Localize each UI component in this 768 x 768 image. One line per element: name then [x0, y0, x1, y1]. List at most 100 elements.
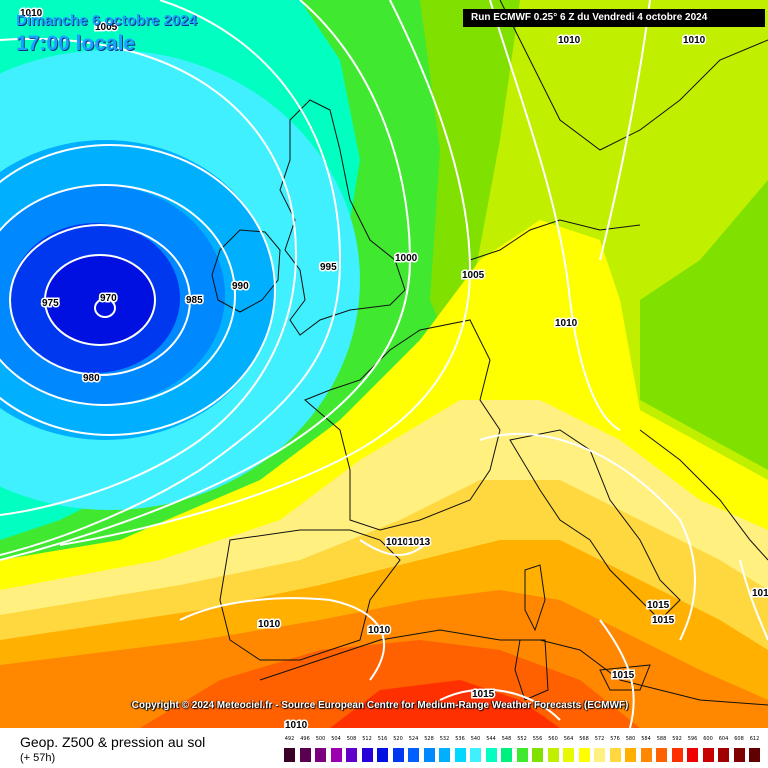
- scale-tick-label: 584: [641, 736, 651, 742]
- coastlines: [211, 0, 768, 706]
- isobar-label: 1015: [612, 670, 635, 681]
- scale-swatch: [470, 748, 481, 762]
- scale-tick-label: 492: [284, 736, 295, 742]
- color-scale: 492 496 500 504 508 512 516 520 524 528 532 536 540 5…: [284, 736, 766, 764]
- isobar-label: 995: [320, 262, 337, 273]
- scale-swatch: [609, 748, 621, 762]
- isobar-label: 1010: [285, 720, 308, 728]
- coast-iberia: [219, 529, 401, 661]
- scale-tick-label: 564: [563, 736, 574, 742]
- legend-forecast-hour: (+ 57h): [20, 752, 56, 764]
- scale-swatch: [578, 748, 590, 762]
- scale-swatch: [485, 748, 497, 762]
- scale-swatch: [687, 748, 698, 762]
- scale-tick-label: 576: [610, 736, 620, 742]
- scale-swatch: [671, 748, 683, 762]
- coast-sardinia: [514, 639, 549, 701]
- scale-tick-label: 612: [749, 736, 760, 742]
- scale-tick-label: 548: [501, 736, 512, 742]
- isobar-990: [0, 38, 297, 516]
- coast-scandinavia: [499, 0, 768, 151]
- isobar-label: 1010: [683, 35, 706, 46]
- scale-tick-label: 516: [377, 736, 388, 742]
- scale-swatch: [749, 748, 760, 762]
- isobar-label: 1015: [472, 689, 495, 700]
- scale-tick-label: 552: [517, 736, 527, 742]
- isobar-980: [0, 184, 236, 406]
- isobar-1000: [0, 0, 412, 561]
- scale-swatch: [408, 748, 419, 762]
- scale-swatch: [547, 748, 559, 762]
- scale-tick-label: 600: [703, 736, 713, 742]
- forecast-date: Dimanche 6 octobre 2024: [16, 12, 197, 29]
- scale-swatch: [516, 748, 528, 762]
- isobar-label: 985: [186, 295, 203, 306]
- legend-title: Geop. Z500 & pression au sol: [20, 734, 206, 750]
- isobar-label: 980: [83, 373, 100, 384]
- scale-tick-label: 596: [687, 736, 698, 742]
- scale-tick-label: 528: [424, 736, 434, 742]
- scale-swatch: [625, 748, 636, 762]
- scale-swatch: [656, 748, 667, 762]
- scale-swatch: [439, 748, 450, 762]
- scale-swatch: [640, 748, 652, 762]
- scale-tick-label: 512: [362, 736, 372, 742]
- scale-swatch: [532, 748, 543, 762]
- scale-tick-label: 592: [672, 736, 682, 742]
- isobars: [0, 0, 768, 728]
- scale-swatch: [454, 748, 466, 762]
- isobar-1010-east: [599, 0, 651, 261]
- isobar-1010-south: [179, 597, 386, 681]
- isobar-1015-east: [739, 559, 768, 641]
- scale-tick-label: 500: [315, 736, 326, 742]
- coast-sicily: [599, 664, 651, 691]
- scale-swatch: [377, 748, 388, 762]
- scale-swatch: [392, 748, 404, 762]
- isobar-label: 1015: [647, 600, 670, 611]
- geopotential-map: 1010 1005 1010 1010 1000 1005 995 990 98…: [0, 0, 768, 728]
- scale-tick-label: 540: [470, 736, 481, 742]
- band-red: [330, 680, 560, 728]
- isobar-label: 1015: [652, 615, 675, 626]
- scale-tick-label: 496: [300, 736, 310, 742]
- scale-tick-label: 556: [532, 736, 543, 742]
- isobar-1010-west: [489, 0, 621, 431]
- scale-tick-label: 536: [455, 736, 465, 742]
- isobar-label: 1013: [408, 537, 431, 548]
- coast-balkans: [639, 429, 768, 561]
- scale-swatch: [346, 748, 357, 762]
- coast-italy: [509, 429, 681, 621]
- scale-swatch: [284, 748, 295, 762]
- isobar-label: 1000: [395, 253, 418, 264]
- scale-tick-label: 560: [548, 736, 558, 742]
- isobar-label: 1005: [462, 270, 485, 281]
- scale-swatch: [718, 748, 729, 762]
- scale-swatch: [733, 748, 745, 762]
- isobar-1015-italy: [479, 432, 696, 641]
- scale-tick-label: 520: [393, 736, 403, 742]
- isobar-label: 990: [232, 281, 249, 292]
- scale-swatch: [501, 748, 512, 762]
- scale-tick-label: 604: [718, 736, 729, 742]
- scale-tick-label: 588: [656, 736, 667, 742]
- isobar-995: [0, 0, 342, 556]
- isobar-label: 1010: [555, 318, 578, 329]
- isobar-1005: [59, 0, 472, 546]
- coast-corsica: [524, 564, 546, 632]
- isobar-label: 1010: [386, 537, 409, 548]
- isobar-label: 970: [100, 293, 117, 304]
- scale-tick-label: 572: [594, 736, 605, 742]
- coast-ireland: [211, 229, 281, 313]
- scale-swatch: [423, 748, 435, 762]
- isobar-965: [94, 298, 116, 318]
- isobar-label: 1015: [752, 588, 768, 599]
- scale-swatch: [361, 748, 373, 762]
- isobar-985: [0, 144, 276, 436]
- scale-tick-label: 580: [625, 736, 636, 742]
- isobar-1015-africa: [439, 688, 561, 721]
- scale-tick-label: 568: [579, 736, 589, 742]
- isobar-970: [44, 254, 156, 346]
- scale-swatch: [563, 748, 574, 762]
- scale-tick-label: 608: [734, 736, 744, 742]
